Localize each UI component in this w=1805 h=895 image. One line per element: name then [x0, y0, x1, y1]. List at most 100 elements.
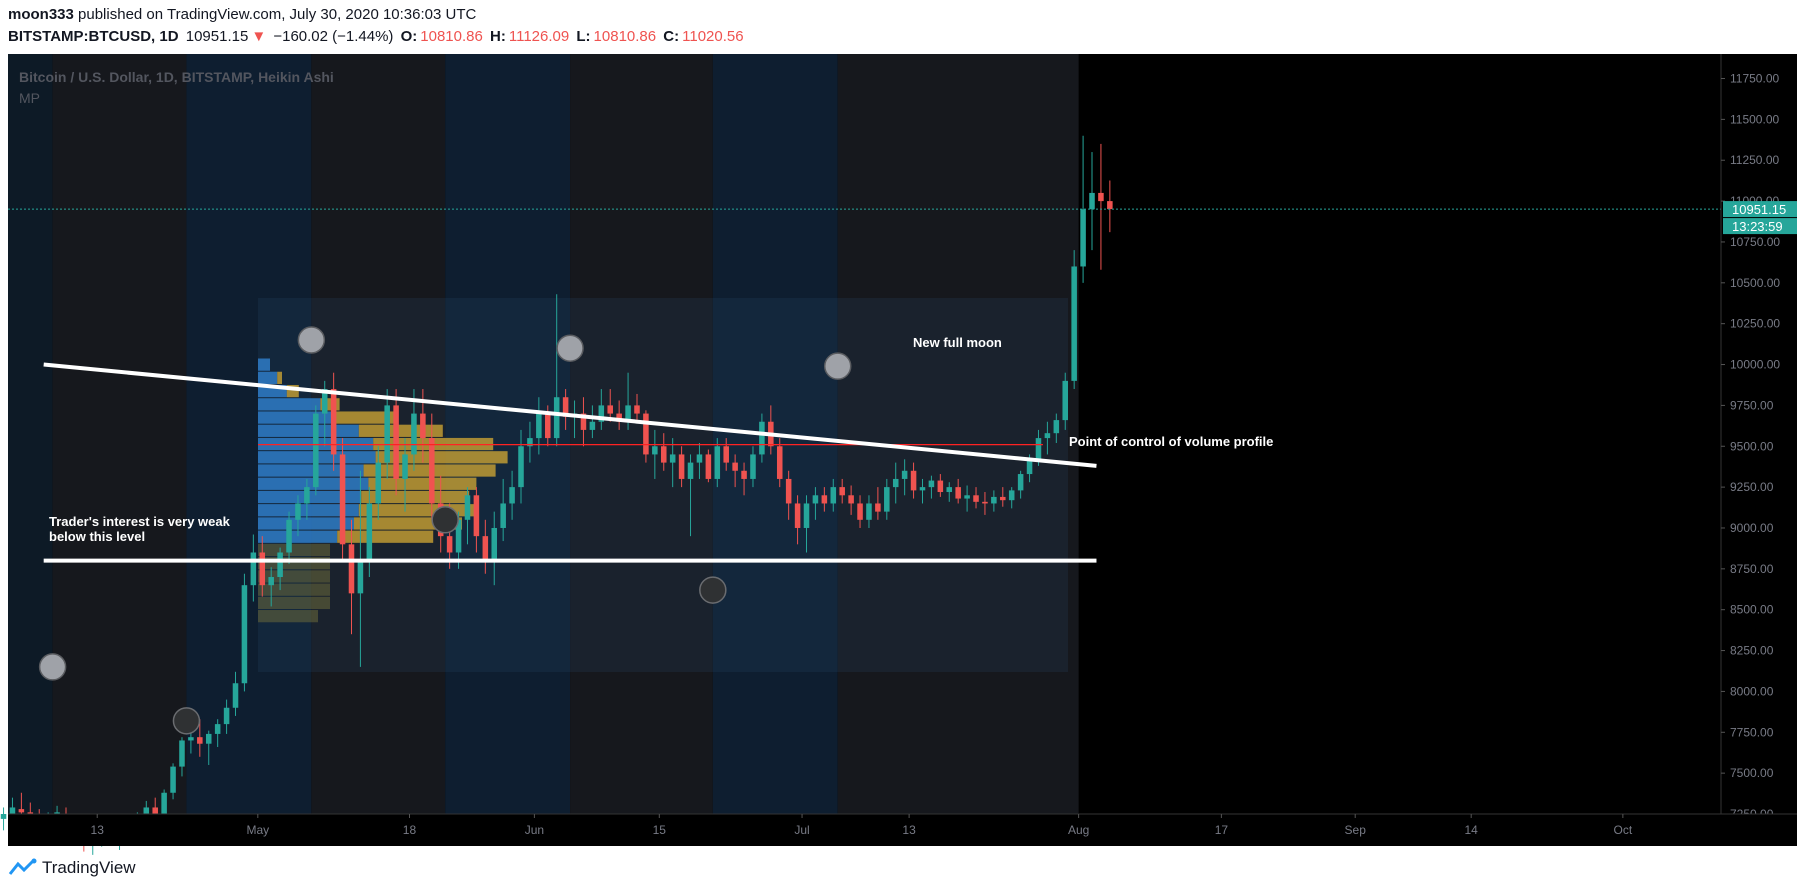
weak-interest-label-2: below this level: [49, 529, 145, 544]
candle-down: [393, 405, 399, 479]
author[interactable]: moon333: [8, 6, 74, 23]
time-axis[interactable]: [8, 814, 1797, 846]
candle-up: [321, 389, 328, 414]
low-label: L:: [576, 28, 591, 45]
candle-down: [18, 809, 25, 813]
vp-blue-bar: [258, 398, 321, 411]
down-arrow-icon: ▼: [251, 28, 267, 45]
candle-up: [375, 462, 382, 504]
candle-up: [491, 527, 498, 561]
candle-up: [268, 577, 274, 586]
vp-yellow-bar: [368, 477, 477, 490]
price-tick-label: 7500.00: [1730, 766, 1774, 780]
vp-blue-bar: [258, 504, 359, 517]
candle-down: [839, 487, 845, 496]
vp-yellow-bar: [334, 411, 395, 424]
moon-band: [52, 54, 187, 814]
candle-up: [0, 814, 7, 819]
price-tick-label: 7750.00: [1730, 725, 1774, 739]
candle-up: [714, 446, 721, 479]
candle-down: [910, 470, 917, 491]
price-tick-label: 10250.00: [1730, 317, 1780, 331]
vp-blue-bar: [258, 371, 278, 384]
candle-up: [1053, 420, 1060, 434]
candle-up: [892, 478, 899, 488]
candle-up: [803, 503, 810, 528]
candle-down: [420, 413, 426, 439]
ohlc-line: BITSTAMP:BTCUSD, 1D 10951.15 ▼ −160.02 (−…: [8, 26, 747, 48]
high-value: 11126.09: [508, 28, 570, 45]
candle-up: [518, 446, 524, 488]
candle-up: [1008, 490, 1015, 501]
candle-up: [250, 552, 257, 586]
candle-up: [500, 503, 506, 528]
time-tick-label: 14: [1465, 823, 1479, 837]
candle-up: [170, 766, 176, 793]
candle-up: [687, 462, 694, 479]
brand-name[interactable]: TradingView: [42, 858, 136, 877]
price-axis[interactable]: [1721, 54, 1797, 814]
price-tick-label: 10500.00: [1730, 276, 1780, 290]
time-axis-ticks: 13 May 18 Jun 15 Jul 13 Aug 17 Sep 14 Oct: [91, 814, 1633, 837]
countdown-tag-text: 13:23:59: [1732, 219, 1783, 234]
candle-up: [812, 495, 819, 504]
time-tick-label: May: [246, 823, 269, 837]
full-moon-icon: [297, 326, 326, 354]
candle-up: [509, 487, 515, 504]
candle-up: [1035, 438, 1042, 460]
candle-up: [1044, 433, 1051, 439]
price-tick-label: 11750.00: [1730, 72, 1779, 86]
vp-blue-bar: [258, 358, 270, 371]
candle-up: [750, 454, 756, 479]
close-label: C:: [663, 28, 680, 45]
candle-down: [678, 454, 685, 479]
candle-up: [1080, 209, 1086, 267]
candles: [0, 135, 1113, 855]
legend-title: Bitcoin / U.S. Dollar, 1D, BITSTAMP, Hei…: [19, 69, 334, 85]
candle-up: [946, 487, 953, 493]
vp-blue-bar: [258, 464, 364, 477]
candle-up: [214, 724, 221, 734]
candle-down: [705, 454, 712, 479]
publish-info: published on TradingView.com, July 30, 2…: [78, 6, 477, 23]
candle-down: [580, 413, 587, 430]
candle-down: [982, 501, 988, 504]
time-tick-label: 15: [653, 823, 667, 837]
candle-up: [964, 495, 970, 499]
candle-down: [446, 536, 453, 553]
low-value: 10810.86: [593, 28, 657, 45]
candle-down: [821, 495, 828, 504]
vp-yellow-bar: [258, 596, 330, 610]
candle-down: [973, 495, 979, 502]
candle-down: [848, 495, 854, 504]
candle-down: [197, 737, 203, 744]
candle-down: [348, 544, 355, 594]
price-tick-label: 11500.00: [1730, 112, 1779, 126]
candle-down: [473, 495, 480, 537]
candle-up: [830, 487, 837, 504]
price-axis-ticks: 7250.007500.007750.008000.008250.008500.…: [1721, 72, 1780, 821]
candle-down: [1098, 192, 1104, 202]
candle-down: [1107, 201, 1113, 210]
candle-down: [429, 438, 435, 504]
last-price: 10951.15: [185, 28, 249, 45]
price-tick-label: 9500.00: [1730, 439, 1774, 453]
candle-down: [955, 487, 961, 499]
time-tick-label: Jul: [794, 823, 809, 837]
candle-up: [143, 807, 150, 816]
candle-down: [776, 446, 783, 479]
candle-down: [660, 446, 667, 463]
candle-up: [161, 792, 167, 818]
trend-lines[interactable]: [43, 362, 1097, 563]
vp-blue-bar: [258, 424, 359, 437]
candle-down: [634, 405, 640, 414]
candle-up: [205, 733, 212, 744]
close-value: 11020.56: [682, 28, 744, 45]
candle-down: [1000, 496, 1006, 501]
price-change: −160.02 (−1.44%): [273, 28, 394, 45]
vp-yellow-bar: [337, 530, 434, 543]
moon-band: [570, 54, 713, 814]
candle-up: [366, 503, 373, 561]
time-tick-label: 13: [902, 823, 916, 837]
